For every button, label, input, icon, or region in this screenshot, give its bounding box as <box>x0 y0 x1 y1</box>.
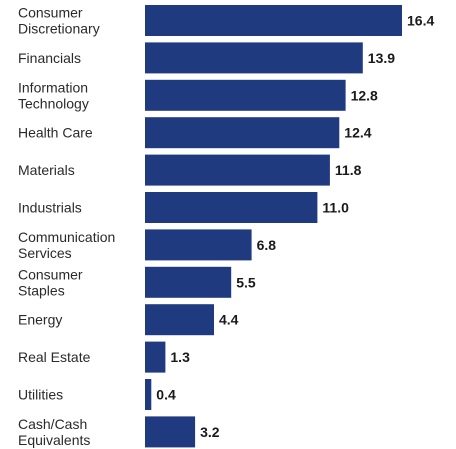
category-label-1: Financials <box>18 50 81 66</box>
value-label-9: 1.3 <box>170 349 190 365</box>
category-label-7-line-0: Consumer <box>18 266 83 282</box>
bar-4 <box>145 154 330 186</box>
value-label-4: 11.8 <box>335 162 362 178</box>
category-label-7-line-1: Staples <box>18 282 65 298</box>
category-label-0-line-1: Discretionary <box>18 21 100 37</box>
category-label-3: Health Care <box>18 125 93 141</box>
bar-2 <box>145 79 346 111</box>
category-label-6: Communication Services <box>18 229 115 261</box>
category-label-11-line-0: Cash/Cash <box>18 416 87 432</box>
bar-1 <box>145 42 363 74</box>
category-label-2: Information Technology <box>18 79 89 111</box>
category-label-6-line-1: Services <box>18 245 72 261</box>
bar-6 <box>145 229 252 261</box>
category-label-8: Energy <box>18 312 62 328</box>
value-label-10: 0.4 <box>156 387 176 403</box>
value-label-5: 11.0 <box>322 200 349 216</box>
category-label-5: Industrials <box>18 200 82 216</box>
value-label-8: 4.4 <box>219 312 239 328</box>
category-label-7: Consumer Staples <box>18 266 83 298</box>
bar-7 <box>145 266 232 298</box>
category-label-11-line-1: Equivalents <box>18 432 90 448</box>
category-label-6-line-0: Communication <box>18 229 115 245</box>
value-label-1: 13.9 <box>368 50 395 66</box>
category-label-4: Materials <box>18 162 75 178</box>
value-label-6: 6.8 <box>257 237 277 253</box>
bar-11 <box>145 416 196 448</box>
value-label-2: 12.8 <box>351 87 378 103</box>
category-label-11: Cash/Cash Equivalents <box>18 416 90 448</box>
category-label-0-line-0: Consumer <box>18 5 83 21</box>
bar-9 <box>145 341 166 373</box>
category-label-9: Real Estate <box>18 349 91 365</box>
category-label-10: Utilities <box>18 387 63 403</box>
bar-8 <box>145 304 214 336</box>
bar-3 <box>145 117 340 149</box>
value-label-0: 16.4 <box>407 13 434 29</box>
value-label-11: 3.2 <box>200 424 220 440</box>
bar-5 <box>145 192 318 223</box>
category-label-2-line-1: Technology <box>18 95 89 111</box>
value-label-3: 12.4 <box>344 125 371 141</box>
category-label-2-line-0: Information <box>18 79 88 95</box>
value-label-7: 5.5 <box>236 274 256 290</box>
bar-10 <box>145 379 152 410</box>
bar-0 <box>145 5 402 36</box>
category-label-0: Consumer Discretionary <box>18 5 100 37</box>
